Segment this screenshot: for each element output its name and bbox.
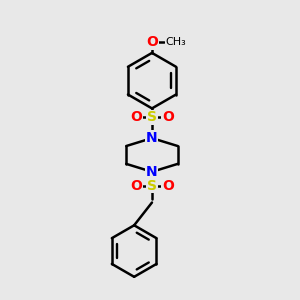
Text: S: S [147,179,157,193]
Text: O: O [162,110,174,124]
Text: O: O [130,110,142,124]
Text: N: N [146,165,158,179]
Text: O: O [162,179,174,193]
Text: N: N [146,131,158,145]
Text: S: S [147,110,157,124]
Text: O: O [146,35,158,49]
Text: CH₃: CH₃ [165,37,186,47]
Text: O: O [130,179,142,193]
